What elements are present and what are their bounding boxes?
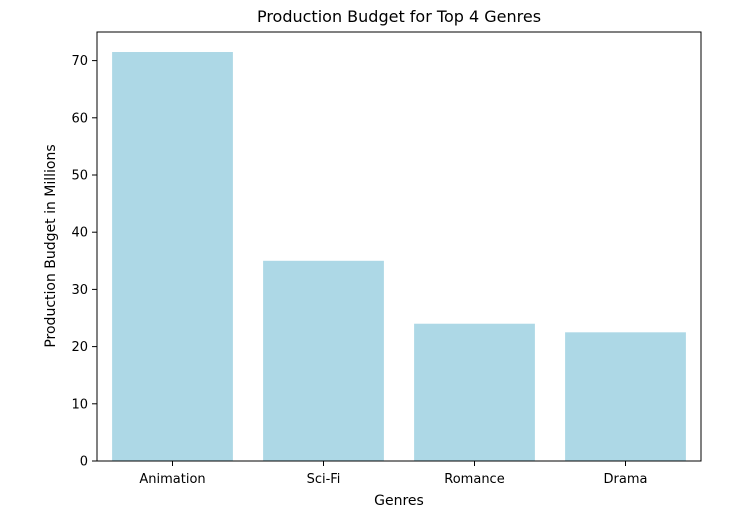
x-axis: Animation Sci-Fi Romance Drama bbox=[139, 461, 647, 487]
bar-drama bbox=[565, 332, 686, 461]
y-tick-label: 70 bbox=[71, 54, 88, 69]
y-tick-label: 10 bbox=[71, 397, 88, 412]
y-axis-label: Production Budget in Millions bbox=[43, 144, 59, 347]
y-tick-label: 40 bbox=[71, 226, 88, 241]
x-tick-label: Drama bbox=[604, 472, 648, 487]
x-tick-label: Animation bbox=[139, 472, 205, 487]
bars-group bbox=[112, 52, 686, 462]
x-tick-label: Sci-Fi bbox=[307, 472, 341, 487]
y-tick-label: 30 bbox=[71, 283, 88, 298]
x-axis-label: Genres bbox=[374, 493, 424, 509]
y-tick-label: 0 bbox=[80, 455, 88, 470]
y-tick-label: 60 bbox=[71, 111, 88, 126]
bar-sci-fi bbox=[263, 260, 384, 461]
y-axis: 0 10 20 30 40 50 60 70 bbox=[71, 54, 97, 470]
bar-romance bbox=[414, 323, 535, 461]
bar-animation bbox=[112, 52, 233, 462]
y-tick-label: 20 bbox=[71, 340, 88, 355]
plot-frame bbox=[96, 31, 702, 462]
y-tick-label: 50 bbox=[71, 169, 88, 184]
x-tick-label: Romance bbox=[444, 472, 504, 487]
chart-title: Production Budget for Top 4 Genres bbox=[257, 7, 541, 26]
